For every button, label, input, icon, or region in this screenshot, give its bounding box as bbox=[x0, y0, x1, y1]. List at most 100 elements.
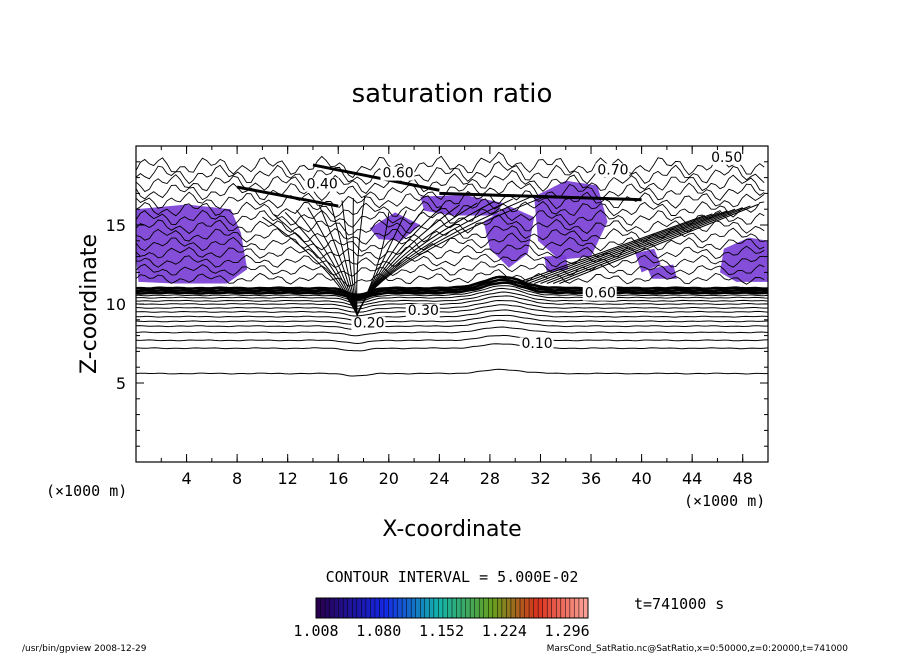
colorbar-cell bbox=[329, 598, 335, 618]
x-tick-label: 20 bbox=[379, 469, 399, 488]
contour-line bbox=[135, 291, 769, 307]
colorbar-cell bbox=[325, 598, 330, 618]
contour-label: 0.60 bbox=[382, 166, 413, 182]
colorbar-cell bbox=[569, 598, 575, 618]
colorbar-tick-label: 1.080 bbox=[356, 622, 401, 640]
contour-label: 0.40 bbox=[307, 177, 338, 193]
contour-line bbox=[135, 278, 769, 299]
colorbar-cell bbox=[492, 598, 498, 618]
colorbar bbox=[315, 597, 589, 619]
contour-interval: CONTOUR INTERVAL = 5.000E-02 bbox=[326, 568, 579, 586]
colorbar-cell bbox=[438, 598, 444, 618]
contour-fan-line bbox=[318, 205, 358, 316]
colorbar-cell bbox=[374, 598, 380, 618]
contour-diagonal-line bbox=[521, 213, 713, 285]
contour-line bbox=[135, 326, 769, 337]
contour-label: 0.60 bbox=[585, 286, 616, 302]
contour-line bbox=[135, 368, 769, 377]
x-unit-label: (×1000 m) bbox=[684, 492, 765, 510]
colorbar-cell bbox=[415, 598, 421, 618]
colorbar-cell bbox=[442, 598, 448, 618]
contour-line-upper bbox=[135, 252, 765, 269]
supersaturated-region bbox=[483, 206, 535, 268]
contour-fan-line bbox=[330, 202, 358, 316]
colorbar-cell bbox=[433, 598, 439, 618]
x-tick-label: 8 bbox=[232, 469, 242, 488]
colorbar-cell bbox=[474, 598, 480, 618]
contour-line-upper bbox=[135, 261, 765, 277]
footer-left: /usr/bin/gpview 2008-12-29 bbox=[22, 644, 147, 654]
colorbar-cell bbox=[515, 598, 521, 618]
contour-label-bg bbox=[304, 177, 339, 192]
colorbar-cell bbox=[356, 598, 362, 618]
z-ticks: 5 10 15 bbox=[106, 161, 768, 447]
contour-label-bg bbox=[405, 304, 440, 319]
contour-label-bg bbox=[709, 150, 744, 165]
colorbar-cell bbox=[542, 598, 548, 618]
contour-label-bg bbox=[595, 163, 630, 178]
colorbar-cell bbox=[456, 598, 462, 618]
colorbar-cell bbox=[479, 598, 485, 618]
colorbar-cell bbox=[316, 598, 321, 618]
contour-line-upper bbox=[135, 208, 765, 228]
colorbar-cell bbox=[551, 598, 557, 618]
contour-line-upper bbox=[135, 269, 765, 287]
contour-label-bg bbox=[519, 337, 554, 352]
colorbar-cell bbox=[343, 598, 349, 618]
x-tick-label: 32 bbox=[530, 469, 550, 488]
contour-line bbox=[135, 275, 769, 297]
colorbar-cell bbox=[420, 598, 426, 618]
colorbar-cell bbox=[465, 598, 471, 618]
colorbar-cell bbox=[483, 598, 489, 618]
contour-line bbox=[135, 309, 769, 322]
contour-diagonal-line bbox=[527, 211, 721, 285]
colorbar-cell bbox=[497, 598, 503, 618]
x-tick-label: 44 bbox=[682, 469, 702, 488]
colorbar-cell bbox=[565, 598, 571, 618]
colorbar-tick-label: 1.152 bbox=[419, 622, 464, 640]
colorbar-cell bbox=[334, 598, 339, 618]
supersaturated-region bbox=[534, 180, 608, 260]
colorbar-cell bbox=[447, 598, 453, 618]
colorbar-cell bbox=[352, 598, 358, 618]
contour-line bbox=[135, 285, 769, 302]
colorbar-cell bbox=[452, 598, 457, 618]
colorbar-cell bbox=[388, 598, 394, 618]
contour-fan-line bbox=[284, 212, 358, 316]
contour-line bbox=[135, 314, 769, 326]
supersaturated-region bbox=[720, 237, 768, 282]
colorbar-cell bbox=[406, 598, 412, 618]
x-tick-label: 28 bbox=[480, 469, 500, 488]
x-axis-label: X-coordinate bbox=[382, 517, 521, 542]
colorbar-cell bbox=[470, 598, 475, 618]
x-tick-label: 4 bbox=[181, 469, 191, 488]
contour-labels: 0.10 0.20 0.30 0.50 0.60 0.70 0.40 0.60 bbox=[304, 150, 744, 352]
z-axis-label: Z-coordinate bbox=[77, 234, 102, 374]
contour-heavy-band bbox=[236, 185, 339, 208]
contour-line bbox=[135, 304, 769, 317]
colorbar-cell bbox=[556, 598, 562, 618]
x-tick-label: 12 bbox=[278, 469, 298, 488]
contour-fan-line bbox=[273, 214, 358, 316]
x-tick-label: 48 bbox=[733, 469, 753, 488]
contour-label: 0.50 bbox=[711, 150, 742, 166]
contour-line-upper bbox=[135, 169, 765, 194]
colorbar-cell bbox=[524, 598, 530, 618]
contour-line bbox=[136, 299, 769, 313]
contour-fan-line bbox=[356, 195, 366, 316]
colorbar-cell bbox=[402, 598, 407, 618]
x-tick-label: 36 bbox=[581, 469, 601, 488]
colorbar-cell bbox=[488, 598, 494, 618]
colorbar-cell bbox=[520, 598, 525, 618]
colorbar-cell bbox=[583, 598, 589, 618]
colorbar-cell bbox=[384, 598, 389, 618]
colorbar-cell bbox=[361, 598, 367, 618]
colorbar-cell bbox=[547, 598, 553, 618]
contour-line bbox=[135, 335, 768, 345]
x-tick-label: 40 bbox=[631, 469, 651, 488]
colorbar-cell bbox=[370, 598, 376, 618]
contour-diagonal-line bbox=[540, 208, 736, 285]
colorbar-cell bbox=[461, 598, 466, 618]
footer-right: MarsCond_SatRatio.nc@SatRatio,x=0:50000,… bbox=[547, 644, 849, 654]
contour-line-upper bbox=[135, 214, 765, 236]
